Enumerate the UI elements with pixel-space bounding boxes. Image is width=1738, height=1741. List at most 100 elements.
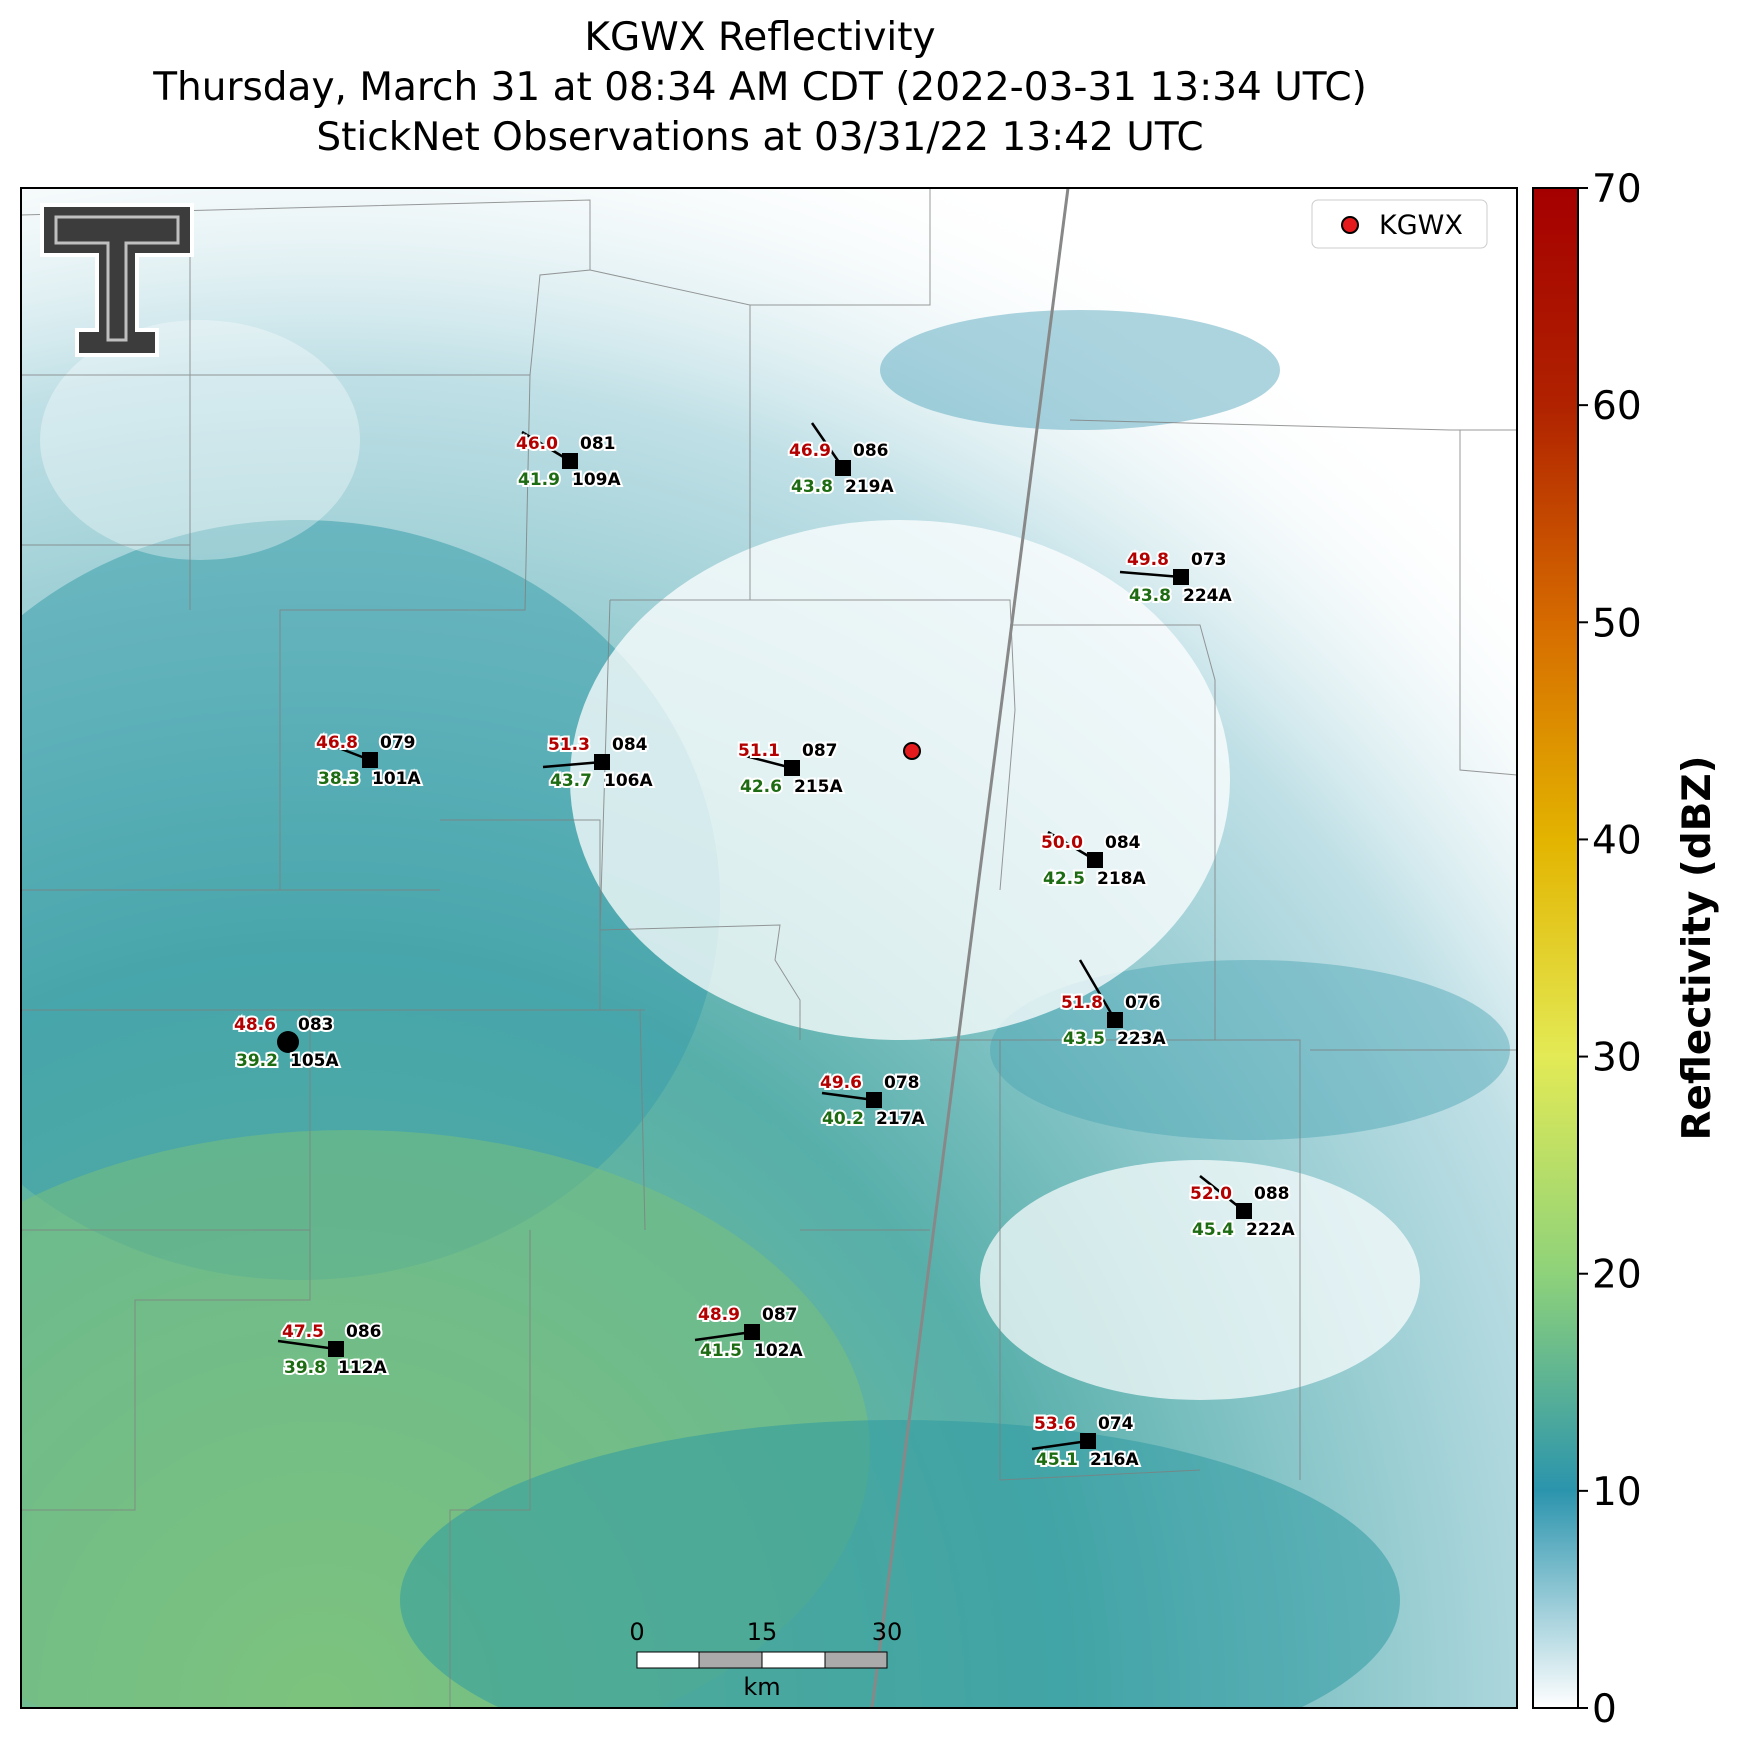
station-id: 106A bbox=[604, 771, 653, 791]
reflectivity-band-northeast bbox=[880, 310, 1280, 430]
wind-barb-icon bbox=[277, 1339, 337, 1351]
wind-barb-icon bbox=[542, 760, 603, 769]
station-id: 101A bbox=[372, 769, 421, 789]
station-temperature: 51.8 bbox=[1061, 993, 1103, 1013]
station-wind-direction: 086 bbox=[346, 1322, 382, 1342]
station-dewpoint: 43.8 bbox=[1129, 586, 1171, 606]
calm-wind-circle-icon bbox=[277, 1031, 299, 1053]
station-222A: 52.0 088 45.4 222A bbox=[1188, 1175, 1297, 1242]
texas-tech-logo bbox=[40, 203, 194, 357]
county-borders bbox=[21, 188, 1517, 1708]
station-temperature: 48.9 bbox=[698, 1305, 740, 1325]
station-dewpoint: 45.1 bbox=[1036, 1450, 1078, 1470]
station-marker-icon bbox=[328, 1341, 344, 1357]
station-dewpoint: 41.9 bbox=[518, 470, 560, 490]
scale-tick-15: 15 bbox=[747, 1618, 778, 1646]
station-dewpoint: 43.7 bbox=[550, 771, 592, 791]
station-id: 109A bbox=[572, 470, 621, 490]
station-dewpoint: 40.2 bbox=[822, 1109, 864, 1129]
station-temperature: 48.6 bbox=[234, 1015, 276, 1035]
station-102A: 48.9 087 41.5 102A bbox=[694, 1303, 805, 1363]
station-id: 219A bbox=[845, 477, 894, 497]
station-id: 112A bbox=[338, 1358, 387, 1378]
wind-barb-icon bbox=[1078, 959, 1117, 1021]
station-112A: 47.5 086 39.8 112A bbox=[277, 1320, 389, 1380]
clear-zone-southeast bbox=[980, 1160, 1420, 1400]
station-marker-icon bbox=[1080, 1433, 1096, 1449]
station-wind-direction: 073 bbox=[1191, 550, 1227, 570]
sticknet-stations: 46.0 081 41.9 109A 46.9 086 43.8 219A 49.8 073 43.… bbox=[232, 422, 1297, 1472]
station-wind-direction: 087 bbox=[762, 1305, 798, 1325]
station-105A: 48.6 083 39.2 105A bbox=[232, 1013, 341, 1073]
station-id: 102A bbox=[754, 1341, 803, 1361]
colorbar-gradient bbox=[1532, 187, 1579, 1709]
station-temperature: 51.1 bbox=[738, 741, 780, 761]
station-224A: 49.8 073 43.8 224A bbox=[1119, 548, 1234, 608]
colorbar-tick-label: 10 bbox=[1592, 1470, 1642, 1515]
station-id: 222A bbox=[1246, 1220, 1295, 1240]
radar-map-panel: KGWX 46.0 081 41.9 109A 46.9 086 43.8 219A 49.8 0… bbox=[20, 187, 1518, 1709]
reflectivity-band-east bbox=[990, 960, 1510, 1140]
station-marker-icon bbox=[562, 453, 578, 469]
station-wind-direction: 084 bbox=[612, 735, 648, 755]
station-dewpoint: 42.6 bbox=[740, 777, 782, 797]
station-dewpoint: 42.5 bbox=[1043, 869, 1085, 889]
station-temperature: 51.3 bbox=[548, 735, 590, 755]
reflectivity-band-west bbox=[21, 520, 720, 1280]
radar-site-kgwx bbox=[903, 742, 921, 760]
station-marker-icon bbox=[866, 1092, 882, 1108]
colorbar-tick-label: 20 bbox=[1592, 1253, 1642, 1298]
wind-barb-icon bbox=[317, 738, 371, 762]
station-id: 224A bbox=[1183, 586, 1232, 606]
station-marker-icon bbox=[362, 752, 378, 768]
scale-unit: km bbox=[743, 1673, 780, 1701]
station-temperature: 47.5 bbox=[282, 1322, 324, 1342]
colorbar-tick-label: 70 bbox=[1592, 167, 1642, 212]
title-line-3: StickNet Observations at 03/31/22 13:42 … bbox=[316, 115, 1204, 160]
station-marker-icon bbox=[1236, 1203, 1252, 1219]
station-dewpoint: 38.3 bbox=[318, 769, 360, 789]
highway-line bbox=[870, 188, 1070, 1708]
station-temperature: 53.6 bbox=[1034, 1414, 1076, 1434]
station-217A: 49.6 078 40.2 217A bbox=[818, 1071, 927, 1131]
colorbar-label: Reflectivity (dBZ) bbox=[1675, 756, 1720, 1141]
station-wind-direction: 088 bbox=[1254, 1184, 1290, 1204]
station-dewpoint: 43.5 bbox=[1063, 1029, 1105, 1049]
station-218A: 50.0 084 42.5 218A bbox=[1039, 830, 1148, 891]
station-dewpoint: 41.5 bbox=[700, 1341, 742, 1361]
station-101A: 46.8 079 38.3 101A bbox=[314, 731, 423, 791]
station-dewpoint: 39.8 bbox=[284, 1358, 326, 1378]
station-wind-direction: 076 bbox=[1125, 993, 1161, 1013]
station-id: 216A bbox=[1090, 1450, 1139, 1470]
station-wind-direction: 079 bbox=[380, 733, 416, 753]
station-marker-icon bbox=[1107, 1012, 1123, 1028]
station-id: 217A bbox=[876, 1109, 925, 1129]
station-223A: 51.8 076 43.5 223A bbox=[1059, 959, 1168, 1051]
station-temperature: 52.0 bbox=[1190, 1184, 1232, 1204]
station-marker-icon bbox=[1087, 852, 1103, 868]
clear-zone-radar bbox=[570, 520, 1230, 1040]
colorbar-tick-label: 40 bbox=[1592, 818, 1642, 863]
station-id: 105A bbox=[290, 1051, 339, 1071]
clear-zone-northwest bbox=[40, 320, 360, 560]
colorbar: 0 10 20 30 40 50 60 70 Reflectivity (dBZ) bbox=[1532, 167, 1720, 1732]
station-dewpoint: 39.2 bbox=[236, 1051, 278, 1071]
station-temperature: 50.0 bbox=[1041, 833, 1083, 853]
station-wind-direction: 086 bbox=[853, 441, 889, 461]
title-line-1: KGWX Reflectivity bbox=[584, 15, 936, 60]
station-109A: 46.0 081 41.9 109A bbox=[514, 430, 623, 492]
station-temperature: 46.9 bbox=[789, 441, 831, 461]
station-id: 223A bbox=[1117, 1029, 1166, 1049]
station-marker-icon bbox=[784, 760, 800, 776]
station-wind-direction: 078 bbox=[884, 1073, 920, 1093]
station-temperature: 46.0 bbox=[516, 434, 558, 454]
colorbar-tick-label: 50 bbox=[1592, 601, 1642, 646]
scale-tick-0: 0 bbox=[629, 1618, 644, 1646]
map-legend: KGWX bbox=[1311, 199, 1488, 249]
wind-barb-icon bbox=[694, 1330, 753, 1342]
station-marker-icon bbox=[744, 1324, 760, 1340]
station-219A: 46.9 086 43.8 219A bbox=[787, 422, 896, 499]
station-wind-direction: 087 bbox=[802, 741, 838, 761]
station-marker-icon bbox=[835, 460, 851, 476]
